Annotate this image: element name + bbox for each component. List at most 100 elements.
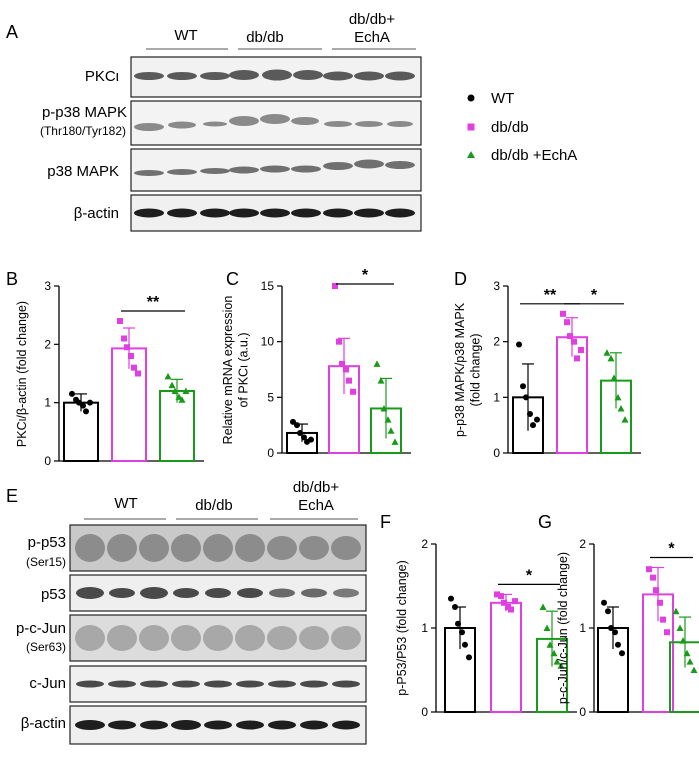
point-c-0-3 (301, 434, 307, 441)
y-axis-label-f: p-P53/P53 (fold change) (395, 560, 409, 696)
point-f-1-2 (501, 599, 507, 606)
panel-letter-b: B (6, 269, 18, 289)
panel-letter-e: E (6, 486, 18, 506)
point-f-0-0 (448, 595, 454, 602)
panel-letter-g: G (538, 512, 552, 532)
point-g-2-4 (686, 658, 694, 665)
point-c-0-5 (308, 436, 314, 443)
y-tick-label-g-2: 2 (579, 537, 586, 551)
point-g-1-0 (646, 566, 652, 573)
y-axis-label-g: p-c-Jun/c-Jun (fold change) (556, 552, 570, 704)
point-c-2-5 (391, 438, 399, 445)
point-d-1-3 (571, 338, 577, 345)
point-f-1-0 (494, 591, 500, 598)
point-g-2-1 (676, 624, 684, 631)
point-b-1-5 (135, 370, 141, 377)
point-c-0-0 (290, 418, 296, 425)
point-g-1-2 (653, 587, 659, 594)
point-d-1-1 (564, 319, 570, 326)
y-tick-label-d-0: 0 (493, 446, 500, 460)
blot-e-bands-pp53 (75, 534, 361, 562)
legend-label-wt: WT (491, 90, 514, 107)
point-g-2-0 (672, 607, 680, 615)
y-tick-label-d-3: 3 (493, 279, 500, 293)
blot-e-sublabel-pcjun: (Ser63) (26, 640, 66, 654)
blot-e-group-dbdb-echa-1: db/db+ (293, 479, 340, 496)
blot-e-group-wt: WT (114, 495, 137, 512)
point-f-2-0 (539, 603, 547, 610)
point-c-2-3 (384, 416, 392, 423)
sig-label-f-0: * (526, 567, 533, 584)
blot-a-bands-p38 (134, 159, 415, 176)
sig-label-b-0: ** (147, 294, 160, 311)
point-g-1-3 (657, 599, 663, 606)
point-d-2-1 (607, 354, 615, 362)
chart-b: 0 1 2 3 PKCι/β-actin (fold change) ** (15, 279, 204, 468)
y-tick-label-c-0: 0 (267, 446, 274, 460)
point-c-1-0 (332, 283, 338, 289)
blot-e-group-dbdb-echa-2: EchA (298, 497, 334, 514)
chart-g: 0 1 2 p-c-Jun/c-Jun (fold change) * (556, 537, 699, 719)
blot-e-label-p53: p53 (41, 586, 66, 603)
blot-e-label-pcjun: p-c-Jun (16, 620, 66, 637)
legend-marker-wt (467, 94, 475, 102)
point-g-2-3 (683, 649, 691, 657)
point-c-1-1 (336, 338, 342, 345)
blot-e-bands-bactin (75, 720, 360, 730)
point-g-0-2 (608, 625, 614, 631)
point-g-1-5 (664, 629, 670, 636)
point-d-1-0 (560, 310, 566, 317)
y-tick-label-c-1: 5 (267, 390, 274, 404)
blot-e-label-pp53: p-p53 (28, 534, 66, 551)
point-d-2-4 (617, 404, 625, 412)
point-c-1-5 (350, 388, 356, 395)
y-tick-label-f-1: 1 (421, 621, 428, 635)
blot-a-label-bactin: β-actin (74, 205, 119, 222)
y-tick-label-d-1: 1 (493, 390, 500, 404)
point-f-1-1 (498, 593, 504, 600)
point-b-1-1 (121, 335, 127, 342)
blot-a-group-wt: WT (174, 27, 197, 44)
y-tick-label-b-2: 2 (44, 337, 51, 351)
legend: WT db/db db/db +EchA (467, 90, 577, 164)
point-b-2-2 (171, 387, 179, 394)
y-tick-label-d-2: 2 (493, 335, 500, 349)
point-f-2-4 (553, 658, 561, 665)
point-d-0-4 (530, 422, 536, 429)
point-g-0-4 (615, 641, 621, 648)
blot-e-bands-cjun (76, 680, 360, 688)
point-b-1-3 (128, 353, 134, 359)
y-tick-label-g-1: 1 (579, 621, 586, 635)
point-d-0-5 (534, 416, 540, 423)
point-d-1-5 (578, 347, 584, 354)
panel-letter-d: D (454, 269, 467, 289)
point-b-2-0 (164, 372, 172, 380)
bar-f-1 (490, 601, 522, 713)
point-c-2-0 (373, 360, 381, 367)
point-d-2-3 (614, 393, 622, 401)
point-f-1-4 (508, 606, 514, 613)
blot-a-group-dbdb-echa-1: db/db+ (349, 11, 396, 28)
point-c-0-2 (297, 429, 303, 436)
point-c-1-4 (346, 377, 352, 384)
blot-e-label-bactin: β-actin (21, 715, 66, 732)
y-tick-label-f-0: 0 (421, 705, 428, 719)
y-tick-label-f-2: 2 (421, 537, 428, 551)
point-c-2-1 (377, 377, 385, 384)
point-d-1-4 (574, 355, 580, 362)
point-b-0-0 (69, 390, 75, 397)
point-f-2-3 (550, 649, 558, 657)
panel-letter-c: C (226, 269, 239, 289)
legend-label-dbdb: db/db (491, 119, 529, 136)
panel-letter-a: A (6, 22, 18, 42)
blot-a-sublabel-pp38: (Thr180/Tyr182) (40, 124, 126, 138)
y-axis-label-b: PKCι/β-actin (fold change) (15, 301, 29, 447)
blot-a-bands-bactin (134, 208, 415, 218)
point-f-2-5 (557, 662, 565, 669)
point-g-1-1 (650, 574, 656, 581)
sig-label-c-0: * (362, 267, 369, 284)
point-d-0-1 (520, 383, 526, 390)
y-tick-label-b-0: 0 (44, 454, 51, 468)
point-g-2-2 (679, 637, 687, 644)
point-c-2-2 (380, 404, 388, 412)
